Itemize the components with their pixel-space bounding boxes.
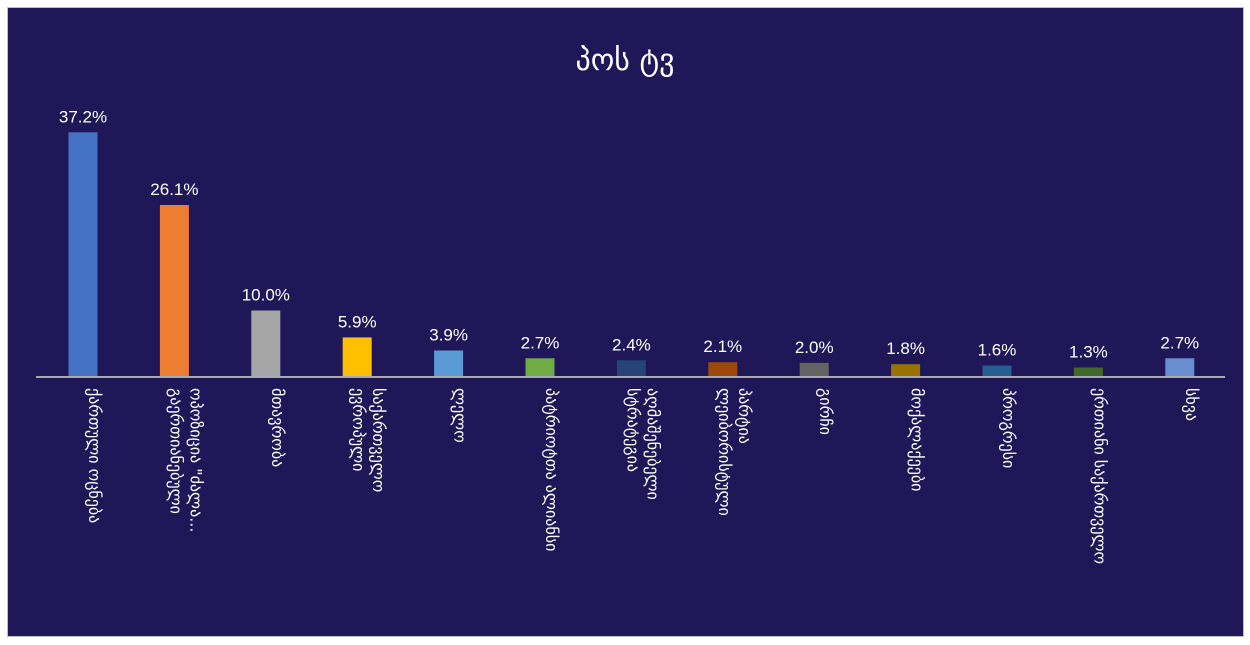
data-label: 1.8% <box>886 339 925 358</box>
category-labels-group: ქართული ოცნება გაერთიანებულიოპოზიცია "ძალ… <box>85 388 1201 564</box>
category-label-line: მთავრობა <box>268 388 287 467</box>
category-label-line: პროგრესი <box>999 388 1018 468</box>
bar <box>251 310 281 376</box>
bar <box>159 205 189 376</box>
category-label-line: გაერთიანებული <box>166 388 185 514</box>
category-label: პროგრესი <box>999 388 1018 468</box>
data-label: 1.3% <box>1069 343 1108 362</box>
chart-area: პოს ტვ 37.2% 26.1% 10.0% 5.9% 3.9% 2.7% 2.4% 2.… <box>7 7 1244 637</box>
bar <box>342 337 372 376</box>
category-label: ლელო <box>451 388 470 443</box>
chart-title: პოს ტვ <box>575 43 674 78</box>
data-label: 37.2% <box>59 107 107 126</box>
category-label: პატრიოტთა ალიანსი <box>542 388 561 551</box>
bar <box>708 362 738 376</box>
category-label-line: პატრიოტთა ალიანსი <box>542 388 561 551</box>
data-label: 3.9% <box>429 326 468 345</box>
category-label: გაერთიანებულიოპოზიცია "ძალა... <box>166 388 205 532</box>
category-label-line: ლელო <box>451 388 470 443</box>
category-label-line: გირჩი <box>816 388 835 435</box>
category-label-line: სტრატეგია <box>623 388 642 472</box>
category-label: გირჩი <box>816 388 835 435</box>
category-label-line: მოქალაქეები <box>908 388 927 491</box>
category-label-line: ქართული ოცნება <box>85 388 104 523</box>
data-label: 2.0% <box>795 338 834 357</box>
category-label: სხვა <box>1182 388 1201 421</box>
bar <box>891 364 921 376</box>
data-label: 5.9% <box>338 312 377 331</box>
category-label-line: პარტია <box>735 388 754 444</box>
data-label: 2.1% <box>703 337 742 356</box>
bar-chart: პოს ტვ 37.2% 26.1% 10.0% 5.9% 3.9% 2.7% 2.4% 2.… <box>36 43 1225 564</box>
data-label: 2.4% <box>612 335 651 354</box>
category-label: ქართული ოცნება <box>85 388 104 523</box>
data-label: 1.6% <box>978 341 1017 360</box>
category-label-line: აღმაშენებელი <box>643 388 662 500</box>
data-label: 26.1% <box>150 180 198 199</box>
category-label-line: სხვა <box>1182 388 1201 421</box>
bar <box>1073 367 1103 376</box>
bar <box>1165 358 1195 376</box>
data-labels-group: 37.2% 26.1% 10.0% 5.9% 3.9% 2.7% 2.4% 2.1% 2.0% 1… <box>59 107 1199 361</box>
bar <box>616 360 646 376</box>
category-label-line: ევროპული <box>349 388 368 471</box>
category-label-line: ოპოზიცია "ძალა... <box>186 388 205 532</box>
category-label-line: საქართველო <box>369 388 388 492</box>
bar <box>434 350 464 376</box>
category-label: სტრატეგიააღმაშენებელი <box>623 388 662 500</box>
bar <box>525 358 555 376</box>
category-label-line: ლეიბორისტული <box>715 388 734 516</box>
bar <box>799 362 829 376</box>
data-label: 2.7% <box>521 333 560 352</box>
category-label: მოქალაქეები <box>908 388 927 491</box>
bar <box>68 132 98 376</box>
data-label: 2.7% <box>1160 333 1199 352</box>
category-label: ევროპულისაქართველო <box>349 388 388 492</box>
category-label: ლეიბორისტულიპარტია <box>715 388 754 516</box>
category-label: ერთიანი საქართველო <box>1090 388 1109 564</box>
data-label: 10.0% <box>242 286 290 305</box>
bars-group <box>68 132 1195 376</box>
category-label-line: ერთიანი საქართველო <box>1090 388 1109 564</box>
category-label: მთავრობა <box>268 388 287 467</box>
bar <box>982 365 1012 376</box>
